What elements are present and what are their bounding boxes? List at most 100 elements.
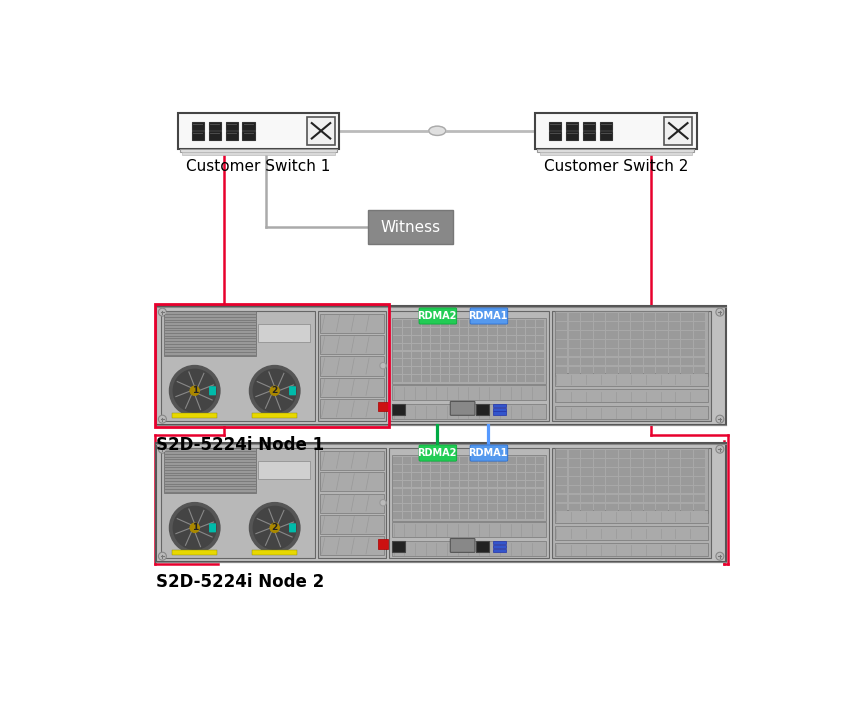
- FancyBboxPatch shape: [479, 504, 488, 511]
- FancyBboxPatch shape: [526, 489, 535, 495]
- FancyBboxPatch shape: [258, 461, 310, 479]
- FancyBboxPatch shape: [441, 481, 450, 487]
- FancyBboxPatch shape: [450, 320, 459, 327]
- FancyBboxPatch shape: [555, 448, 709, 513]
- FancyBboxPatch shape: [413, 512, 421, 519]
- Text: S2D-5224i Node 1: S2D-5224i Node 1: [156, 436, 324, 454]
- FancyBboxPatch shape: [526, 343, 535, 350]
- FancyBboxPatch shape: [644, 503, 655, 511]
- FancyBboxPatch shape: [479, 512, 488, 519]
- FancyBboxPatch shape: [526, 367, 535, 374]
- FancyBboxPatch shape: [479, 343, 488, 350]
- FancyBboxPatch shape: [469, 328, 478, 335]
- FancyBboxPatch shape: [419, 445, 457, 461]
- FancyBboxPatch shape: [536, 328, 545, 335]
- FancyBboxPatch shape: [403, 489, 412, 495]
- FancyBboxPatch shape: [569, 495, 580, 503]
- FancyBboxPatch shape: [644, 367, 655, 374]
- FancyBboxPatch shape: [619, 495, 630, 503]
- FancyBboxPatch shape: [619, 331, 630, 338]
- Circle shape: [717, 446, 722, 452]
- FancyBboxPatch shape: [441, 473, 450, 479]
- FancyBboxPatch shape: [394, 343, 402, 350]
- FancyBboxPatch shape: [526, 473, 535, 479]
- FancyBboxPatch shape: [498, 473, 507, 479]
- Circle shape: [173, 369, 216, 412]
- FancyBboxPatch shape: [320, 314, 384, 333]
- FancyBboxPatch shape: [619, 486, 630, 493]
- FancyBboxPatch shape: [460, 458, 469, 464]
- FancyBboxPatch shape: [432, 504, 440, 511]
- FancyBboxPatch shape: [450, 489, 459, 495]
- FancyBboxPatch shape: [460, 328, 469, 335]
- FancyBboxPatch shape: [682, 495, 693, 503]
- FancyBboxPatch shape: [498, 504, 507, 511]
- FancyBboxPatch shape: [536, 352, 545, 358]
- FancyBboxPatch shape: [318, 311, 386, 421]
- FancyBboxPatch shape: [644, 486, 655, 493]
- FancyBboxPatch shape: [422, 367, 431, 374]
- FancyBboxPatch shape: [192, 131, 204, 140]
- FancyBboxPatch shape: [479, 320, 488, 327]
- FancyBboxPatch shape: [555, 543, 709, 556]
- Circle shape: [716, 415, 724, 423]
- FancyBboxPatch shape: [469, 504, 478, 511]
- FancyBboxPatch shape: [289, 386, 296, 396]
- FancyBboxPatch shape: [488, 496, 497, 503]
- FancyBboxPatch shape: [594, 477, 605, 484]
- FancyBboxPatch shape: [413, 328, 421, 335]
- Circle shape: [190, 523, 199, 532]
- FancyBboxPatch shape: [450, 496, 459, 503]
- FancyBboxPatch shape: [479, 465, 488, 472]
- FancyBboxPatch shape: [422, 512, 431, 519]
- FancyBboxPatch shape: [469, 320, 478, 327]
- Circle shape: [159, 446, 167, 453]
- FancyBboxPatch shape: [403, 496, 412, 503]
- Ellipse shape: [429, 126, 446, 135]
- FancyBboxPatch shape: [566, 122, 578, 130]
- FancyBboxPatch shape: [450, 481, 459, 487]
- FancyBboxPatch shape: [536, 504, 545, 511]
- Text: RDMA2: RDMA2: [418, 311, 457, 321]
- FancyBboxPatch shape: [556, 495, 568, 503]
- FancyBboxPatch shape: [606, 331, 618, 338]
- FancyBboxPatch shape: [498, 320, 507, 327]
- FancyBboxPatch shape: [631, 313, 643, 321]
- FancyBboxPatch shape: [536, 336, 545, 343]
- FancyBboxPatch shape: [450, 336, 459, 343]
- FancyBboxPatch shape: [393, 384, 545, 400]
- FancyBboxPatch shape: [460, 352, 469, 358]
- FancyBboxPatch shape: [394, 496, 402, 503]
- FancyBboxPatch shape: [488, 352, 497, 358]
- FancyBboxPatch shape: [450, 539, 475, 553]
- FancyBboxPatch shape: [606, 468, 618, 476]
- FancyBboxPatch shape: [619, 367, 630, 374]
- FancyBboxPatch shape: [517, 465, 526, 472]
- FancyBboxPatch shape: [379, 403, 387, 412]
- FancyBboxPatch shape: [403, 481, 412, 487]
- FancyBboxPatch shape: [619, 477, 630, 484]
- FancyBboxPatch shape: [526, 465, 535, 472]
- FancyBboxPatch shape: [669, 468, 680, 476]
- FancyBboxPatch shape: [526, 481, 535, 487]
- FancyBboxPatch shape: [498, 512, 507, 519]
- FancyBboxPatch shape: [517, 512, 526, 519]
- Circle shape: [716, 446, 724, 453]
- FancyBboxPatch shape: [469, 496, 478, 503]
- FancyBboxPatch shape: [450, 328, 459, 335]
- FancyBboxPatch shape: [469, 343, 478, 350]
- FancyBboxPatch shape: [694, 340, 705, 348]
- FancyBboxPatch shape: [488, 320, 497, 327]
- FancyBboxPatch shape: [644, 313, 655, 321]
- FancyBboxPatch shape: [469, 489, 478, 495]
- FancyBboxPatch shape: [488, 336, 497, 343]
- FancyBboxPatch shape: [413, 458, 421, 464]
- FancyBboxPatch shape: [488, 367, 497, 374]
- FancyBboxPatch shape: [393, 455, 545, 520]
- FancyBboxPatch shape: [479, 328, 488, 335]
- FancyBboxPatch shape: [606, 322, 618, 330]
- FancyBboxPatch shape: [669, 349, 680, 357]
- FancyBboxPatch shape: [441, 375, 450, 381]
- FancyBboxPatch shape: [403, 473, 412, 479]
- FancyBboxPatch shape: [656, 322, 668, 330]
